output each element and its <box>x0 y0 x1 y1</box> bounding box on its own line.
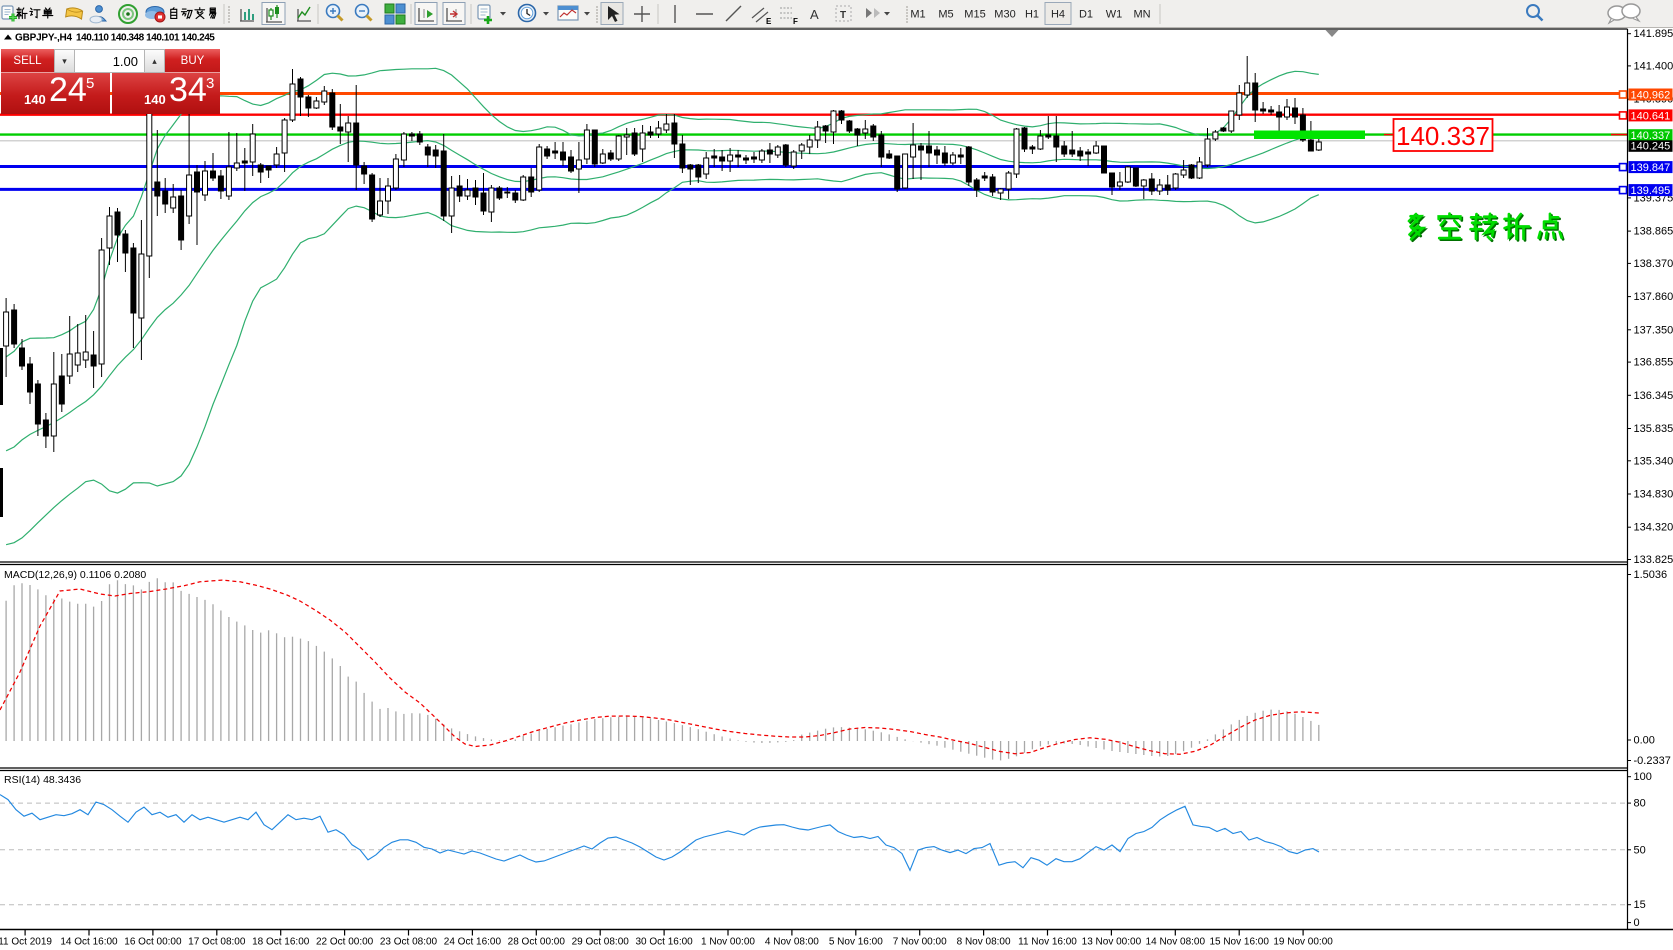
svg-text:1.5036: 1.5036 <box>1634 569 1668 581</box>
svg-text:W1: W1 <box>1106 9 1123 21</box>
svg-text:140.337: 140.337 <box>1396 121 1490 151</box>
svg-text:5 Nov 16:00: 5 Nov 16:00 <box>829 937 883 948</box>
svg-text:28 Oct 00:00: 28 Oct 00:00 <box>508 937 566 948</box>
svg-text:22 Oct 00:00: 22 Oct 00:00 <box>316 937 374 948</box>
svg-text:17 Oct 08:00: 17 Oct 08:00 <box>188 937 246 948</box>
svg-text:19 Nov 00:00: 19 Nov 00:00 <box>1273 937 1333 948</box>
svg-text:M30: M30 <box>994 9 1015 21</box>
svg-text:134.830: 134.830 <box>1634 489 1673 501</box>
svg-text:7 Nov 00:00: 7 Nov 00:00 <box>893 937 947 948</box>
svg-text:11 Nov 16:00: 11 Nov 16:00 <box>1018 937 1077 948</box>
svg-text:M5: M5 <box>938 9 953 21</box>
svg-text:0.00: 0.00 <box>1634 735 1655 747</box>
svg-text:134.320: 134.320 <box>1634 522 1673 534</box>
svg-text:-0.2337: -0.2337 <box>1634 755 1671 767</box>
svg-text:140.641: 140.641 <box>1631 110 1671 122</box>
svg-text:23 Oct 08:00: 23 Oct 08:00 <box>380 937 438 948</box>
svg-text:H1: H1 <box>1025 9 1039 21</box>
svg-text:141.895: 141.895 <box>1634 28 1673 40</box>
svg-text:15 Nov 16:00: 15 Nov 16:00 <box>1209 937 1269 948</box>
svg-text:140.245: 140.245 <box>1631 141 1671 153</box>
svg-text:137.860: 137.860 <box>1634 291 1673 303</box>
svg-text:14 Nov 08:00: 14 Nov 08:00 <box>1146 937 1206 948</box>
svg-text:135.835: 135.835 <box>1634 423 1673 435</box>
svg-text:H4: H4 <box>1051 9 1065 21</box>
svg-text:138.865: 138.865 <box>1634 226 1673 238</box>
svg-text:18 Oct 16:00: 18 Oct 16:00 <box>252 937 310 948</box>
svg-text:140.962: 140.962 <box>1631 90 1671 102</box>
svg-text:F: F <box>793 17 798 26</box>
svg-text:138.370: 138.370 <box>1634 258 1673 270</box>
svg-text:M15: M15 <box>964 9 985 21</box>
svg-text:139.495: 139.495 <box>1631 185 1671 197</box>
svg-text:MN: MN <box>1133 9 1150 21</box>
svg-text:A: A <box>810 7 819 22</box>
svg-text:D1: D1 <box>1079 9 1093 21</box>
svg-text:29 Oct 08:00: 29 Oct 08:00 <box>572 937 630 948</box>
svg-text:141.400: 141.400 <box>1634 60 1673 72</box>
svg-text:4 Nov 08:00: 4 Nov 08:00 <box>765 937 819 948</box>
svg-text:50: 50 <box>1634 844 1646 856</box>
svg-text:140.337: 140.337 <box>1631 130 1671 142</box>
svg-text:1 Nov 00:00: 1 Nov 00:00 <box>701 937 755 948</box>
svg-text:100: 100 <box>1634 771 1652 783</box>
svg-text:136.855: 136.855 <box>1634 357 1673 369</box>
svg-text:E: E <box>766 17 772 26</box>
svg-text:133.825: 133.825 <box>1634 554 1673 566</box>
svg-text:8 Nov 08:00: 8 Nov 08:00 <box>957 937 1011 948</box>
svg-text:0: 0 <box>1634 917 1640 929</box>
svg-text:GBPJPY-,H4: GBPJPY-,H4 <box>15 33 73 44</box>
svg-text:137.350: 137.350 <box>1634 324 1673 336</box>
svg-text:136.345: 136.345 <box>1634 390 1673 402</box>
svg-text:16 Oct 00:00: 16 Oct 00:00 <box>124 937 182 948</box>
svg-text:15: 15 <box>1634 899 1646 911</box>
svg-text:RSI(14) 48.3436: RSI(14) 48.3436 <box>4 774 81 786</box>
svg-text:11 Oct 2019: 11 Oct 2019 <box>0 937 52 948</box>
svg-text:M1: M1 <box>910 9 925 21</box>
svg-text:T: T <box>840 10 846 21</box>
svg-text:135.340: 135.340 <box>1634 455 1673 467</box>
svg-text:14 Oct 16:00: 14 Oct 16:00 <box>60 937 118 948</box>
svg-text:MACD(12,26,9) 0.1106 0.2080: MACD(12,26,9) 0.1106 0.2080 <box>4 569 146 581</box>
svg-text:140.110 140.348 140.101 140.24: 140.110 140.348 140.101 140.245 <box>76 33 215 44</box>
svg-text:30 Oct 16:00: 30 Oct 16:00 <box>635 937 693 948</box>
svg-text:13 Nov 00:00: 13 Nov 00:00 <box>1082 937 1142 948</box>
svg-text:80: 80 <box>1634 798 1646 810</box>
svg-text:24 Oct 16:00: 24 Oct 16:00 <box>444 937 502 948</box>
svg-text:139.847: 139.847 <box>1631 162 1671 174</box>
